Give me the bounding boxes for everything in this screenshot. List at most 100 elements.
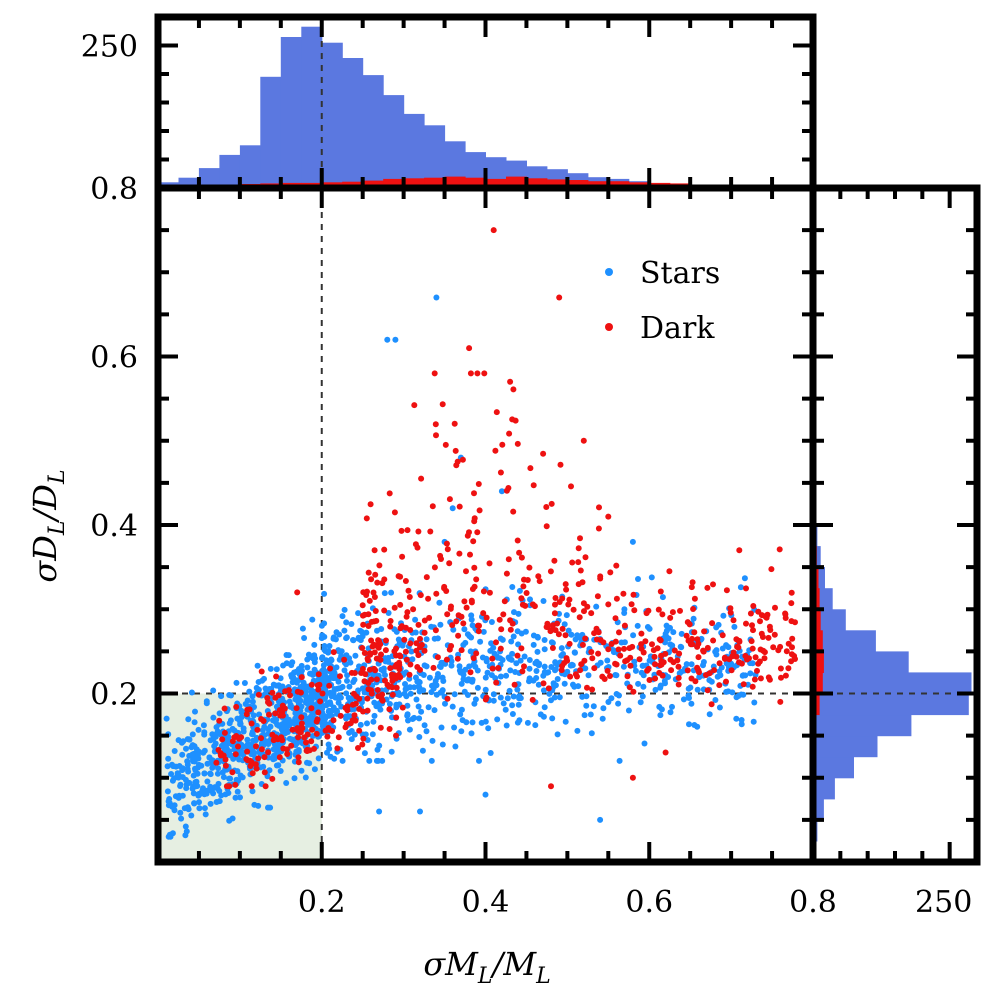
stars-point [507,667,514,674]
stars-point [685,692,692,699]
dark-point [514,440,521,447]
dark-point [373,676,380,683]
stars-point [404,702,411,709]
stars-point [261,724,268,730]
x-histogram-dark-bar [546,179,568,188]
stars-point [191,719,198,726]
stars-point [403,693,410,700]
dark-point [581,608,587,615]
dark-point [684,667,691,674]
dark-point [524,577,531,583]
dark-point [507,626,514,633]
dark-point [694,636,701,643]
stars-point [433,294,440,301]
dark-point [655,606,662,613]
dark-point [568,483,574,490]
stars-point [164,788,171,795]
dark-point [684,619,691,626]
dark-point [758,630,765,637]
dark-point [371,594,378,600]
dark-point [433,432,439,439]
dark-point [370,589,377,596]
stars-series [163,294,759,840]
stars-point [404,711,411,718]
stars-point [370,718,377,725]
dark-point [406,671,413,678]
stars-point [273,666,280,673]
stars-point [357,721,364,728]
dark-point [273,673,280,680]
dark-point [283,746,290,753]
dark-point [403,656,410,663]
dark-point [691,595,698,602]
stars-point [733,715,740,722]
stars-point [694,686,701,693]
dark-point [704,644,711,651]
dark-point [782,672,789,679]
dark-point [766,623,773,630]
dark-point [317,698,324,705]
dark-point [467,370,474,377]
stars-point [448,662,455,669]
x-histogram-dark-bar [444,176,466,188]
dark-point [589,655,596,662]
dark-point [755,660,762,667]
stars-point [228,692,234,699]
dark-point [219,736,226,743]
dark-point [431,370,438,377]
dark-point [391,604,398,611]
y-histogram-stars-bar [813,630,876,652]
dark-point [580,437,587,444]
scatter-panel [154,184,817,866]
dark-point [448,603,454,610]
x-histogram-panel [154,13,817,192]
dark-point [577,535,583,542]
stars-point [738,717,745,723]
stars-point [175,737,182,744]
dark-point [304,746,311,753]
dark-point [551,610,558,617]
dark-point [334,745,341,752]
stars-point [364,720,370,727]
stars-point [687,684,694,691]
dark-point [308,681,315,688]
stars-point [509,702,516,709]
dark-point [595,525,602,532]
dark-point [471,564,478,571]
stars-point [392,336,399,343]
dark-point [622,658,629,665]
stars-point [241,680,248,686]
stars-point [644,624,651,630]
dark-point [232,751,239,758]
stars-point [737,584,744,591]
y-histogram-stars-bar [813,693,969,716]
dark-point [287,692,293,699]
stars-point [343,634,350,641]
stars-point [232,794,239,801]
dark-point [552,595,559,601]
dark-point [246,706,253,713]
dark-point [393,714,400,721]
stars-point [163,715,170,722]
stars-point [239,743,246,750]
stars-point [373,757,380,764]
y-tick-label: 0.2 [90,678,138,713]
stars-point [291,775,298,782]
stars-point [474,684,481,691]
dark-point [413,640,420,647]
stars-point [498,488,505,495]
stars-point [488,640,495,647]
stars-point [476,757,482,764]
dark-point [375,693,382,700]
dark-point [761,655,768,662]
stars-point [288,662,295,669]
dark-point [467,551,473,558]
stars-point [678,630,685,637]
stars-point [192,708,198,715]
stars-point [499,657,506,663]
dark-point [576,614,583,621]
dark-point [386,490,393,497]
stars-point [280,662,287,669]
x-histogram-dark-bar [485,178,507,188]
stars-point [237,772,244,779]
